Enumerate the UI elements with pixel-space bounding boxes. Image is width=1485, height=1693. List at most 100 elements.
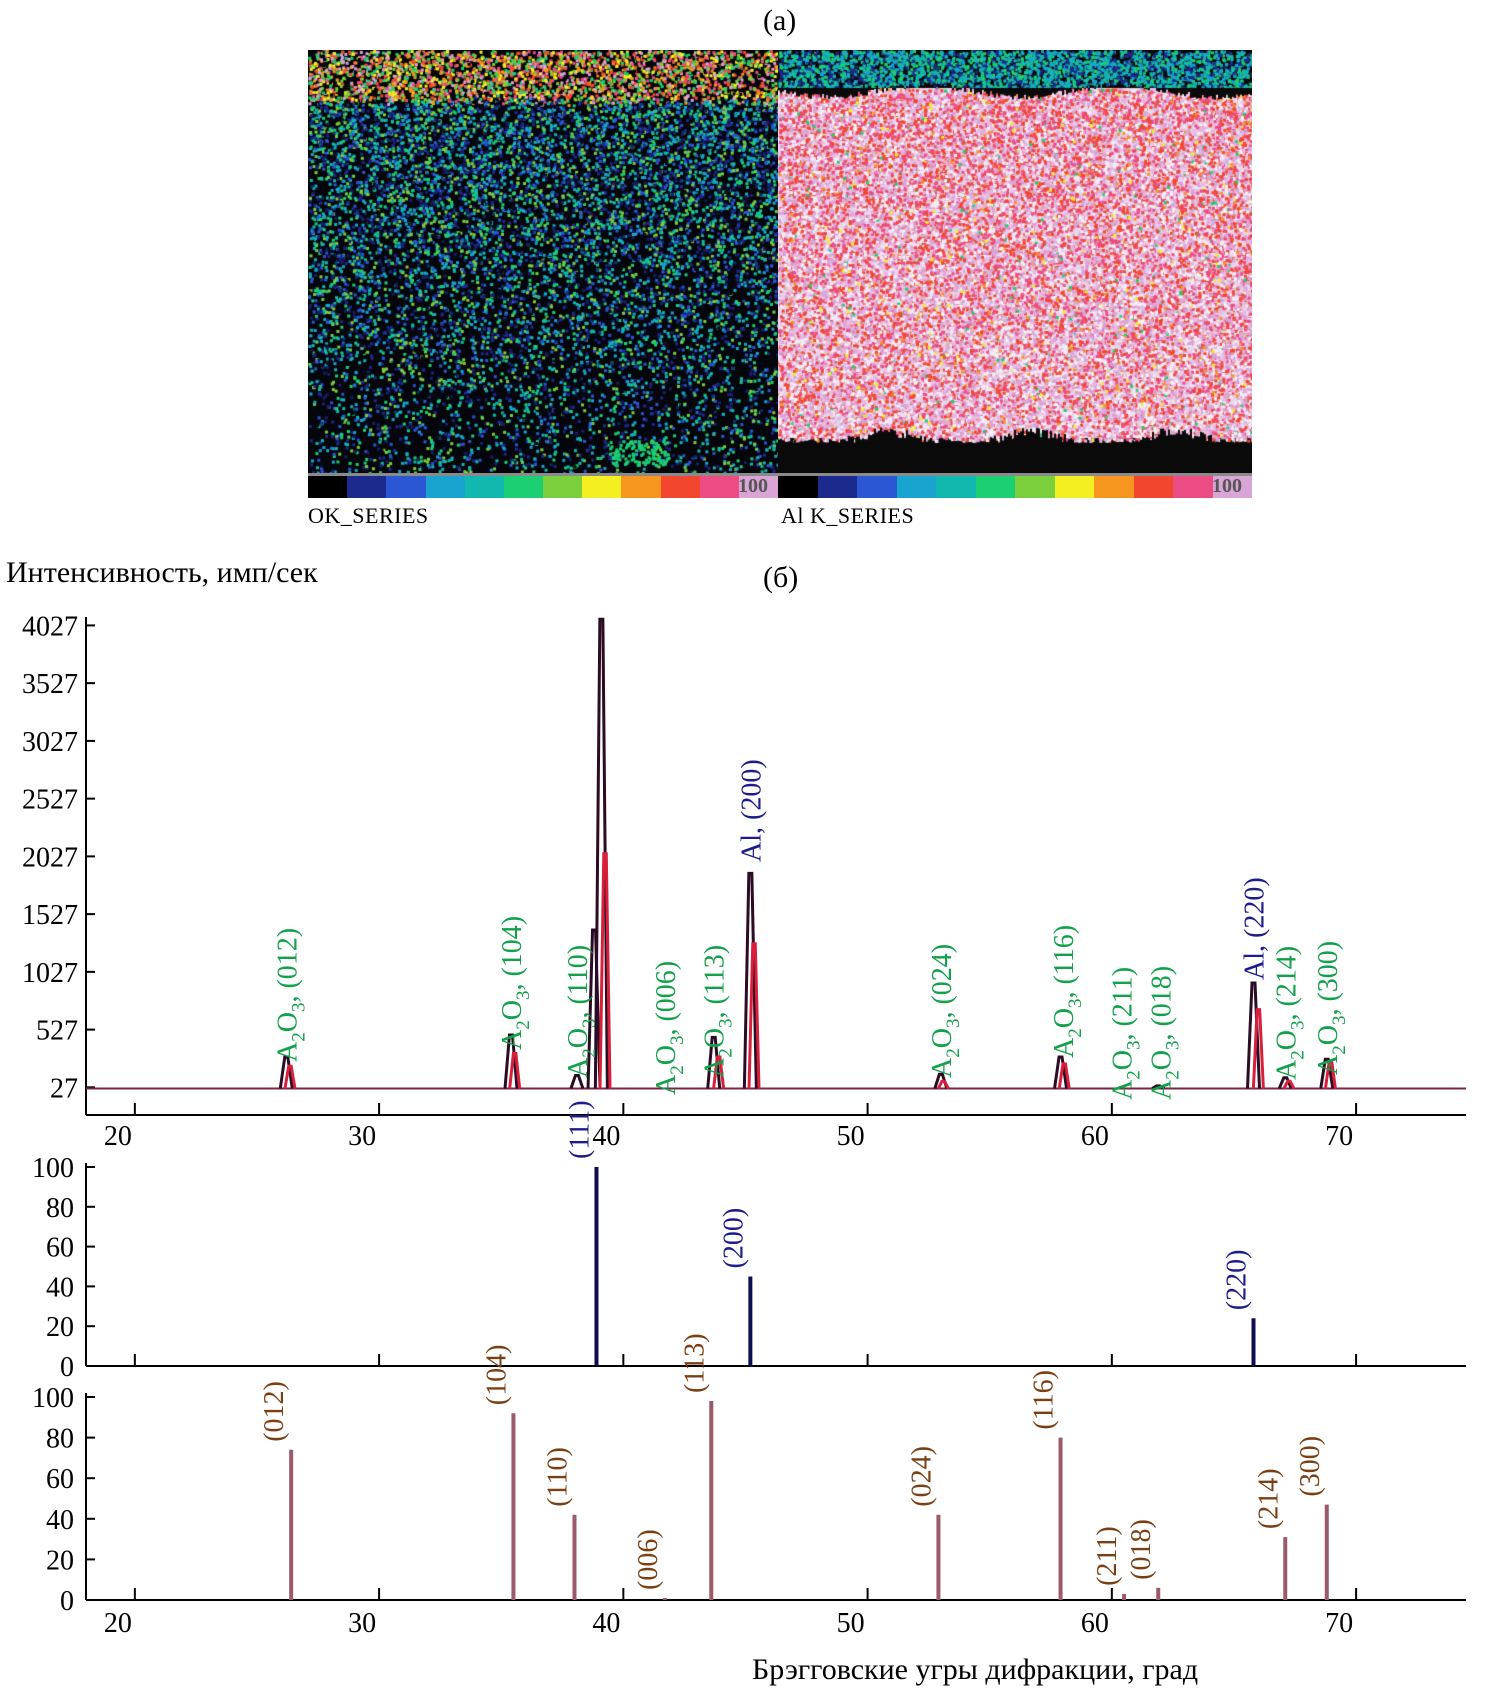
label-sub: 2 — [288, 1032, 309, 1042]
x-tick-label: 40 — [592, 1608, 620, 1639]
y-tick-label: 1027 — [22, 958, 78, 989]
peak — [598, 852, 612, 1089]
label-sub: 3 — [1163, 1041, 1184, 1051]
label-part: , (104) — [497, 916, 528, 991]
label-part: A — [563, 1057, 594, 1078]
label-part: A — [1147, 1079, 1178, 1100]
label-sub: 3 — [1287, 1021, 1308, 1031]
stick-label: (220) — [1222, 1250, 1253, 1311]
y-tick-label: 3027 — [22, 727, 78, 758]
x-tick-label: 50 — [837, 1608, 865, 1639]
oxygen-scale-top-line — [308, 473, 778, 476]
peak — [1057, 1062, 1071, 1089]
panel-a-label: (a) — [763, 4, 797, 37]
oxygen-scale-max: 100 — [738, 475, 768, 497]
y-axis-title: Интенсивность, имп/сек — [6, 556, 318, 589]
y-tick-label: 60 — [46, 1464, 74, 1495]
peak-label: A2O3, (300) — [1313, 941, 1350, 1075]
stick-label: (214) — [1253, 1468, 1284, 1529]
stick-label: (110) — [542, 1447, 573, 1507]
label-sub: 2 — [943, 1048, 964, 1058]
y-tick-label: 20 — [46, 1545, 74, 1576]
label-part: , (024) — [927, 944, 958, 1019]
peak-label: A2O3, (110) — [563, 945, 600, 1078]
y-tick-label: 527 — [36, 1016, 78, 1047]
peak — [1251, 1008, 1265, 1089]
oxygen-color-scale — [308, 476, 779, 498]
label-sub: 3 — [943, 1019, 964, 1029]
scale-swatch — [308, 476, 348, 498]
x-axis-title: Брэгговские угры дифракции, град — [752, 1653, 1199, 1686]
scale-swatch — [582, 476, 622, 498]
peak-label: A2O3, (104) — [497, 916, 534, 1050]
x-tick-label: 70 — [1325, 1608, 1353, 1639]
label-sub: 3 — [667, 1036, 688, 1046]
stick-label: (116) — [1029, 1370, 1060, 1430]
stick-label: (200) — [718, 1208, 749, 1269]
peak-label: Al, (220) — [1240, 877, 1271, 980]
label-part: , (006) — [651, 961, 682, 1036]
stick-label: (012) — [259, 1381, 290, 1442]
measured-pattern-plot: 27 527 1027 1527 2027 2527 3027 3527 4027 20 30 40 5… — [22, 611, 1466, 1152]
y-tick-label: 100 — [32, 1383, 74, 1414]
y-tick-label: 27 — [50, 1073, 78, 1104]
label-part: , (113) — [700, 945, 731, 1019]
stick-label: (018) — [1126, 1519, 1157, 1580]
y-tick-label: 4027 — [22, 611, 78, 642]
scale-swatch — [857, 476, 897, 498]
stick-label: (024) — [906, 1446, 937, 1507]
scale-swatch — [425, 476, 465, 498]
label-part: , (300) — [1313, 941, 1344, 1016]
label-part: , (110) — [563, 945, 594, 1019]
scale-swatch — [738, 476, 779, 498]
scale-swatch — [975, 476, 1015, 498]
scale-swatch — [1173, 476, 1213, 498]
label-part: O — [497, 1000, 528, 1020]
x-tick-label: 70 — [1325, 1121, 1353, 1152]
aluminum-map-caption: Al K_SERIES — [781, 503, 915, 528]
y-tick-label: 40 — [46, 1272, 74, 1303]
peak — [278, 1055, 294, 1089]
aluminum-scale-max: 100 — [1212, 475, 1242, 497]
label-part: , (211) — [1108, 967, 1139, 1041]
label-part: A — [497, 1029, 528, 1050]
stick-label: (006) — [633, 1529, 664, 1590]
scale-swatch — [817, 476, 857, 498]
oxygen-map-caption: OK_SERIES — [308, 503, 429, 528]
label-part: A — [700, 1057, 731, 1078]
peak — [712, 1055, 726, 1089]
label-part: , (116) — [1049, 925, 1080, 999]
label-sub: 3 — [716, 1019, 737, 1029]
y-tick-label: 100 — [32, 1153, 74, 1184]
scale-swatch — [1133, 476, 1173, 498]
label-part: O — [651, 1045, 682, 1065]
x-tick-label: 20 — [104, 1608, 132, 1639]
label-part: A — [1108, 1079, 1139, 1100]
stick-label: (300) — [1295, 1436, 1326, 1497]
label-sub: 2 — [1287, 1050, 1308, 1060]
scale-swatch — [1212, 476, 1252, 498]
scale-swatch — [778, 476, 818, 498]
label-sub: 3 — [1329, 1016, 1350, 1026]
peak-label: A2O3, (211) — [1108, 967, 1145, 1100]
label-sub: 2 — [513, 1020, 534, 1030]
peak — [1323, 1060, 1337, 1089]
y-tick-label: 0 — [60, 1352, 74, 1383]
x-tick-label: 60 — [1081, 1121, 1109, 1152]
label-part: O — [1147, 1050, 1178, 1070]
label-part: A — [1049, 1037, 1080, 1058]
y-tick-label: 2027 — [22, 842, 78, 873]
label-part: A — [651, 1074, 682, 1095]
al-reference-plot: 0 20 40 60 80 100 (111) (200) (220) — [32, 1100, 1466, 1383]
scale-swatch — [464, 476, 504, 498]
x-tick-label: 50 — [837, 1121, 865, 1152]
label-sub: 3 — [513, 991, 534, 1001]
label-part: O — [1108, 1050, 1139, 1070]
peak — [586, 928, 602, 1089]
aluminum-color-scale — [778, 476, 1252, 498]
label-part: , (012) — [272, 928, 303, 1003]
peak — [1319, 1057, 1335, 1089]
peak — [747, 942, 761, 1089]
scale-swatch — [621, 476, 661, 498]
